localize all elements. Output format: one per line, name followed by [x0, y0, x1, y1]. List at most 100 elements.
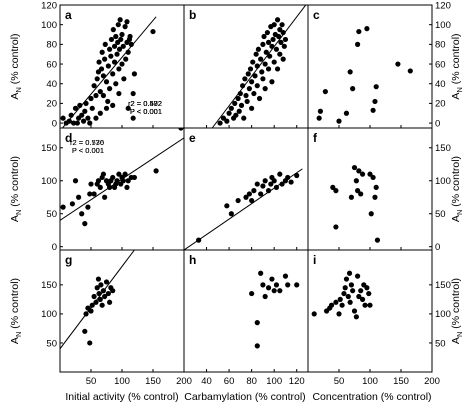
y-tick-label-g: 150: [41, 280, 57, 291]
y-tick-label-a: 120: [41, 0, 57, 11]
y-axis-title-subscript: N: [14, 87, 23, 92]
data-point-h: [271, 288, 277, 294]
data-point-f: [333, 224, 339, 230]
data-point-a: [80, 118, 87, 124]
data-point-a: [105, 98, 111, 105]
data-point-b: [245, 71, 251, 77]
data-point-b: [226, 110, 232, 116]
y-tick-label-c: 0: [435, 118, 440, 129]
panel-label-i: i: [313, 253, 316, 267]
y-tick-label-c: 120: [435, 0, 451, 11]
p-value-label-e: P < 0.001: [72, 146, 104, 155]
data-point-b: [276, 33, 282, 40]
data-point-a: [125, 49, 131, 55]
data-point-i: [353, 314, 359, 320]
data-point-b: [267, 53, 273, 59]
data-point-b: [228, 105, 234, 111]
y-axis-title-left-row-2: AN (% control): [9, 156, 23, 222]
y-axis-title-unit: (% control): [450, 156, 462, 210]
data-point-i: [366, 290, 372, 297]
data-point-a: [89, 105, 95, 111]
data-point-b: [279, 22, 285, 28]
panel-label-a: a: [65, 8, 72, 22]
data-point-b: [247, 66, 254, 72]
y-axis-title-subscript: N: [455, 332, 464, 337]
data-point-a: [91, 83, 97, 89]
data-point-d: [72, 178, 79, 184]
data-point-g: [105, 290, 111, 297]
data-point-a: [77, 102, 83, 108]
data-point-e: [258, 191, 264, 197]
panel-c: c 0 20 40 60 80 100 120: [307, 0, 451, 129]
y-axis-title-unit: (% control): [9, 33, 21, 87]
data-point-b: [254, 63, 260, 69]
data-point-b: [274, 17, 281, 23]
data-point-a: [107, 86, 113, 92]
data-point-a: [116, 46, 123, 52]
data-point-a: [117, 17, 123, 23]
data-point-i: [341, 290, 347, 297]
data-point-a: [116, 66, 122, 72]
data-point-a: [82, 108, 88, 114]
data-point-b: [277, 51, 283, 57]
data-point-a: [85, 115, 91, 121]
x-tick-label-g: 200: [176, 376, 192, 387]
data-point-d: [122, 171, 128, 177]
data-point-e: [228, 211, 234, 217]
data-point-d: [85, 204, 91, 210]
data-point-c: [370, 107, 376, 113]
data-point-b: [269, 79, 275, 85]
y-axis-title-subscript: N: [14, 210, 23, 215]
data-point-b: [243, 92, 249, 99]
y-axis-title-symbol: A: [450, 215, 462, 222]
data-point-i: [350, 288, 356, 294]
data-point-b: [274, 66, 281, 72]
y-tick-label-f: 0: [435, 242, 440, 253]
data-point-b: [249, 105, 255, 111]
data-point-a: [100, 73, 106, 79]
r-squared-label-d: r2 = 0.532: [128, 99, 162, 108]
data-point-g: [100, 288, 106, 294]
data-point-a: [60, 115, 66, 121]
data-point-i: [345, 293, 351, 300]
data-point-i: [362, 302, 368, 308]
data-point-a: [110, 102, 116, 108]
data-point-f: [372, 194, 378, 200]
data-point-b: [255, 46, 261, 52]
data-point-a: [72, 105, 79, 111]
data-point-g: [83, 311, 89, 317]
data-point-a: [119, 61, 125, 67]
panel-frame-b: [183, 4, 309, 129]
y-axis-title-unit: (% control): [9, 156, 21, 210]
data-point-a: [115, 22, 121, 28]
panel-frame-e: [183, 127, 309, 251]
data-point-e: [251, 188, 257, 194]
data-point-i: [343, 276, 350, 282]
data-point-h: [249, 290, 255, 297]
data-point-a: [127, 33, 133, 40]
y-tick-label-a: 80: [46, 40, 57, 51]
panel-label-f: f: [313, 131, 318, 145]
data-point-c: [322, 88, 328, 95]
data-point-a: [128, 41, 134, 47]
panel-frame-c: [307, 4, 433, 129]
data-point-g: [103, 279, 110, 285]
data-point-d: [100, 171, 106, 177]
data-point-a: [94, 76, 100, 82]
data-point-a: [111, 59, 118, 65]
y-tick-label-d: 100: [41, 176, 57, 187]
panel-label-h: h: [189, 253, 196, 267]
data-point-e: [294, 172, 300, 179]
data-point-b: [271, 59, 277, 65]
data-point-d: [97, 184, 103, 190]
data-point-b: [232, 100, 238, 106]
data-point-a: [66, 118, 72, 124]
y-tick-label-c: 20: [435, 99, 446, 110]
data-point-i: [339, 302, 345, 308]
data-point-a: [97, 110, 103, 116]
data-point-f: [356, 168, 362, 174]
data-point-i: [328, 302, 335, 308]
data-point-d: [178, 128, 184, 131]
